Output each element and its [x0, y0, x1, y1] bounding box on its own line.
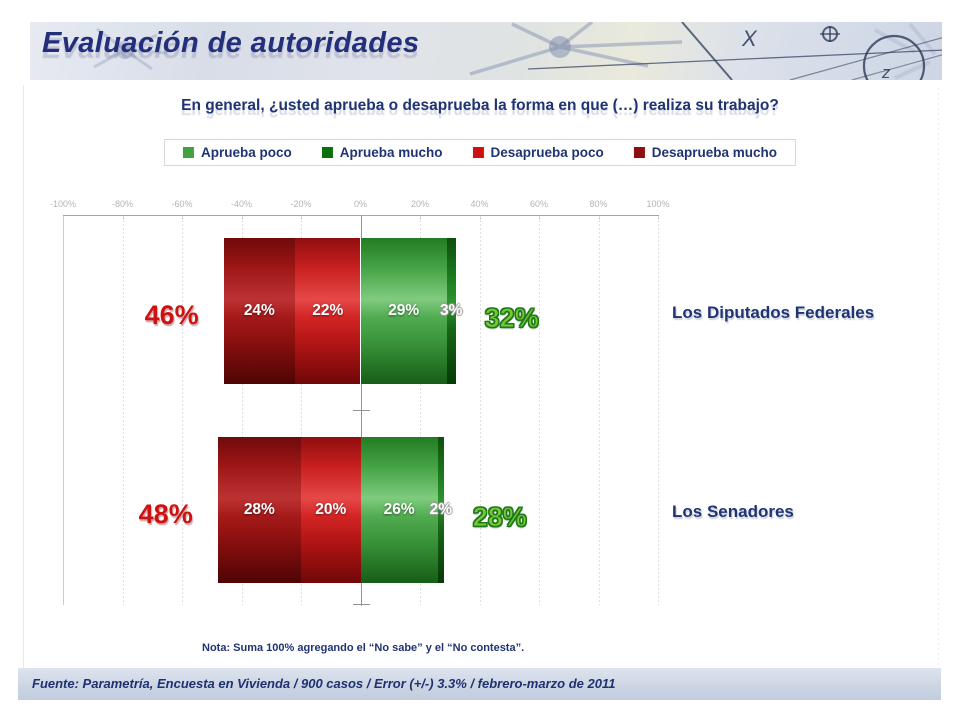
axis-tick-label: 100%	[646, 199, 670, 209]
total-disapprove-label: 46%	[144, 300, 199, 330]
svg-text:z: z	[881, 63, 891, 80]
chart-question-title: En general, ¿usted aprueba o desaprueba …	[181, 97, 779, 114]
total-disapprove-label: 48%	[138, 499, 193, 529]
category-label: Los Diputados Federales	[672, 303, 875, 322]
plot-right-border	[938, 88, 939, 665]
neuron-art	[93, 22, 937, 80]
page-title: Evaluación de autoridades	[42, 27, 420, 59]
axis-tick-label: -60%	[171, 199, 193, 209]
gridline	[658, 216, 659, 605]
axis-cross-tick	[352, 604, 370, 605]
axis-cross-tick	[352, 410, 370, 411]
header-banner: X z Evaluación de autoridades	[30, 22, 942, 80]
legend-label: Aprueba mucho	[339, 145, 443, 160]
category-label: Los Senadores	[672, 502, 794, 521]
axis-tick-label: 60%	[529, 199, 548, 209]
content-left-border	[23, 85, 24, 668]
source-footer: Fuente: Parametría, Encuesta en Vivienda…	[18, 668, 941, 700]
segment-value-label: 29%	[388, 302, 420, 319]
legend-item: Aprueba poco	[182, 145, 292, 160]
bar-segment: 3%	[440, 238, 462, 384]
legend-item: Desaprueba mucho	[633, 145, 778, 160]
gridline	[241, 216, 243, 605]
total-approve-label: 28%	[472, 502, 527, 533]
segment-value-label: 24%	[243, 302, 275, 319]
footnote: Nota: Suma 100% agregando el “No sabe” y…	[202, 642, 525, 654]
segment-value-label: 2%	[429, 501, 453, 518]
segment-value-label: 28%	[243, 501, 275, 518]
bar-segment: 29%	[360, 238, 447, 384]
bar-segment: 24%	[223, 238, 296, 384]
legend-swatch-icon	[182, 147, 194, 158]
segment-value-label: 3%	[440, 302, 463, 319]
gridline	[539, 216, 540, 605]
axis-tick-label: -100%	[49, 199, 76, 209]
legend-item: Desaprueba poco	[472, 145, 604, 160]
svg-text:X: X	[741, 26, 758, 51]
axis-tick-label: -20%	[290, 199, 312, 209]
bar-segment: 28%	[217, 437, 301, 583]
gridline	[598, 216, 600, 605]
axis-tick-label: 20%	[410, 199, 429, 209]
total-approve-label: 32%	[484, 303, 539, 334]
segment-value-label: 22%	[312, 302, 344, 319]
compass-sketch: X z	[527, 22, 942, 80]
bar-segment: 20%	[301, 437, 361, 583]
legend: Aprueba poco Aprueba mucho Desaprueba poco…	[163, 139, 797, 166]
bar-segment: 26%	[360, 437, 438, 583]
bar-segment: 22%	[295, 238, 361, 384]
gridline	[63, 216, 64, 605]
legend-label: Desaprueba mucho	[651, 145, 778, 160]
gridline	[182, 216, 183, 605]
gridline	[479, 216, 481, 605]
legend-label: Aprueba poco	[200, 145, 292, 160]
header-art: X z	[93, 22, 942, 80]
legend-swatch-icon	[472, 147, 484, 158]
legend-label: Desaprueba poco	[490, 145, 604, 160]
gridline	[122, 216, 124, 605]
axis-tick-label: 40%	[470, 199, 489, 209]
bar-segment: 2%	[430, 437, 452, 583]
axis-tick-label: 0%	[353, 199, 367, 209]
legend-item: Aprueba mucho	[321, 145, 443, 160]
legend-swatch-icon	[633, 147, 645, 158]
axis-tick-label: -40%	[230, 199, 252, 209]
axis-tick-label: -80%	[111, 199, 133, 209]
legend-swatch-icon	[321, 147, 333, 158]
axis-tick-label: 80%	[589, 199, 608, 209]
gridline	[301, 216, 302, 605]
gridline	[420, 216, 421, 605]
segment-value-label: 20%	[315, 501, 347, 518]
segment-value-label: 26%	[383, 501, 415, 518]
